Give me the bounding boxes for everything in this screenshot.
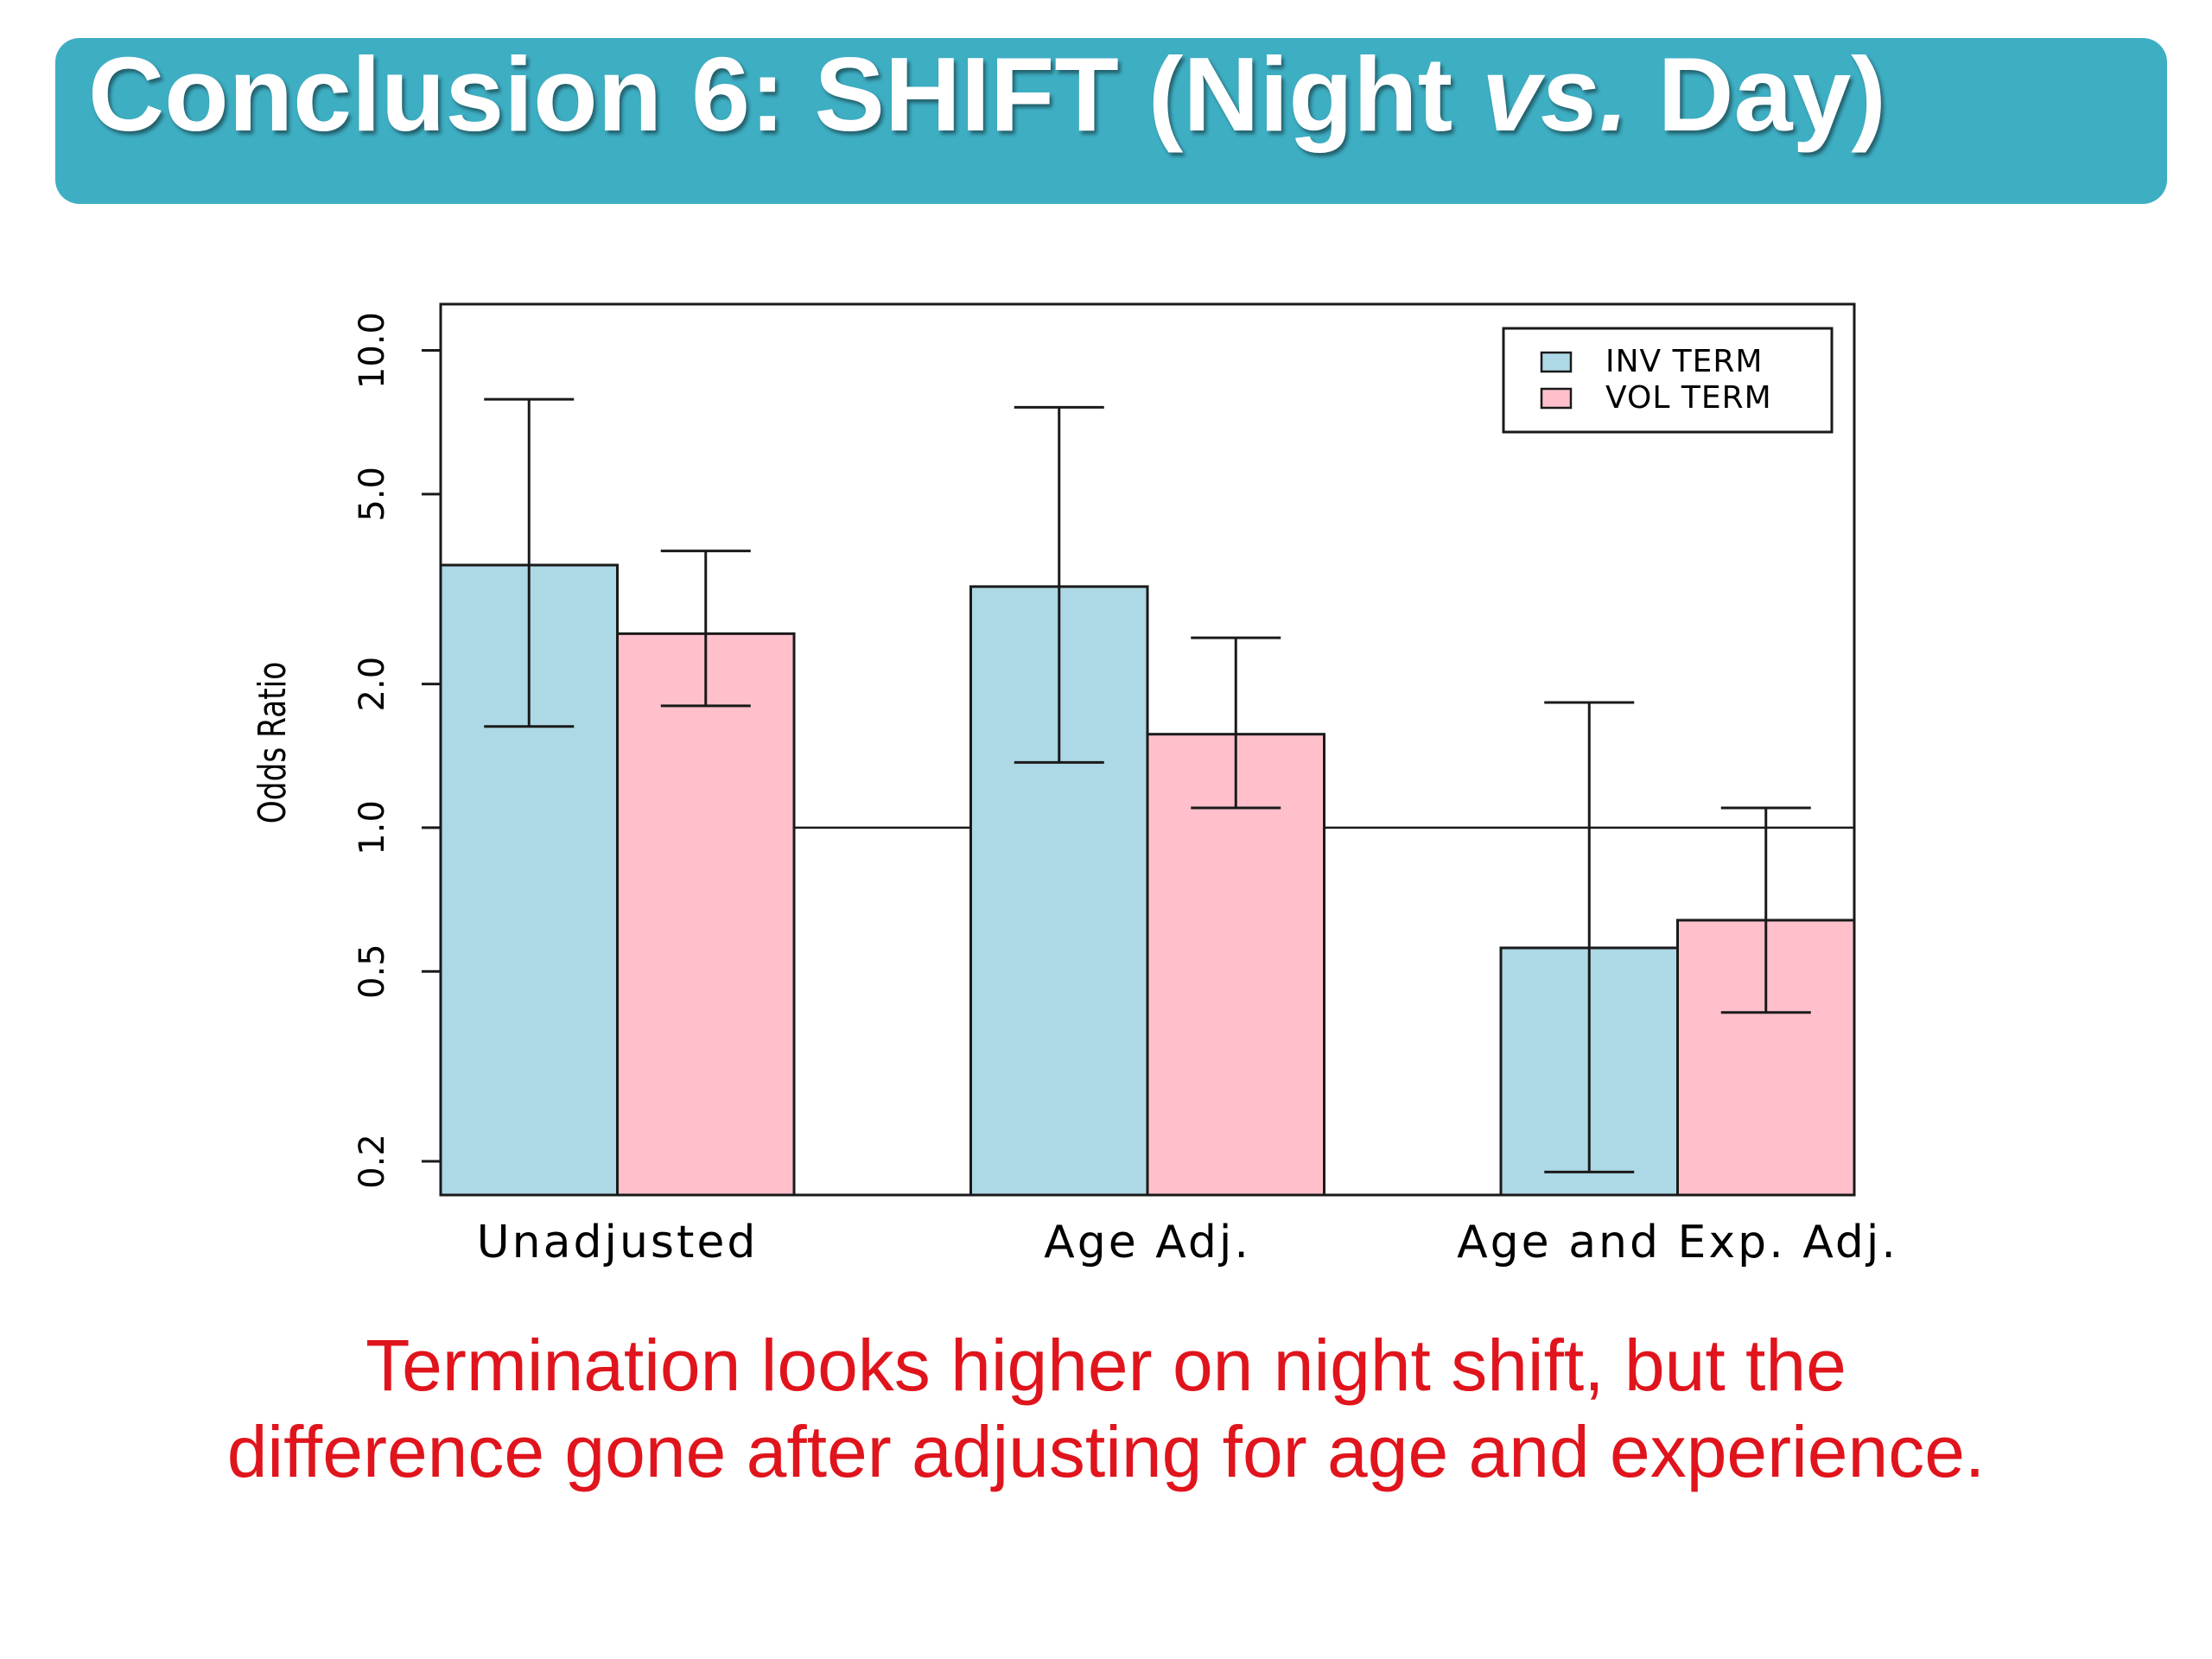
legend-label-0: INV TERM: [1605, 344, 1763, 379]
y-tick-label-5: 10.0: [353, 312, 392, 389]
caption-line-2: difference gone after adjusting for age …: [226, 1411, 1986, 1492]
legend-label-1: VOL TERM: [1605, 380, 1772, 416]
y-tick-label-2: 1.0: [353, 800, 392, 855]
category-label-0: Unadjusted: [477, 1217, 759, 1268]
slide-title-main: Conclusion 6: SHIFT (Night: [88, 35, 1482, 153]
bars-layer: [439, 563, 1856, 1197]
plot-frame: [439, 302, 1856, 1197]
y-tick-label-4: 5.0: [353, 467, 392, 522]
y-tick-label-3: 2.0: [353, 657, 392, 712]
title-bar: Conclusion 6: SHIFT (Night vs. Day): [55, 38, 2167, 204]
legend-swatch-0: [1540, 351, 1573, 373]
slide-title-end: Day): [1628, 35, 1886, 153]
bar-vol-term-0: [616, 632, 796, 1197]
y-axis-label: Odds Ratio: [251, 662, 295, 823]
error-bars-layer: [484, 397, 1811, 1173]
legend-box: [1502, 327, 1834, 434]
caption: Termination looks higher on night shift,…: [0, 1322, 2212, 1495]
caption-line-1: Termination looks higher on night shift,…: [365, 1325, 1847, 1406]
slide-title: Conclusion 6: SHIFT (Night vs. Day): [88, 38, 1886, 150]
y-tick-label-0: 0.2: [353, 1134, 392, 1189]
slide-title-italic: vs.: [1482, 35, 1629, 153]
category-label-2: Age and Exp. Adj.: [1457, 1217, 1898, 1268]
legend-swatch-1: [1540, 387, 1573, 410]
axis-layer: Unadjusted Age Adj. Age and Exp. Adj. 0.2 0.…: [251, 302, 1898, 1268]
category-label-1: Age Adj.: [1044, 1217, 1251, 1268]
y-tick-label-1: 0.5: [353, 944, 392, 999]
